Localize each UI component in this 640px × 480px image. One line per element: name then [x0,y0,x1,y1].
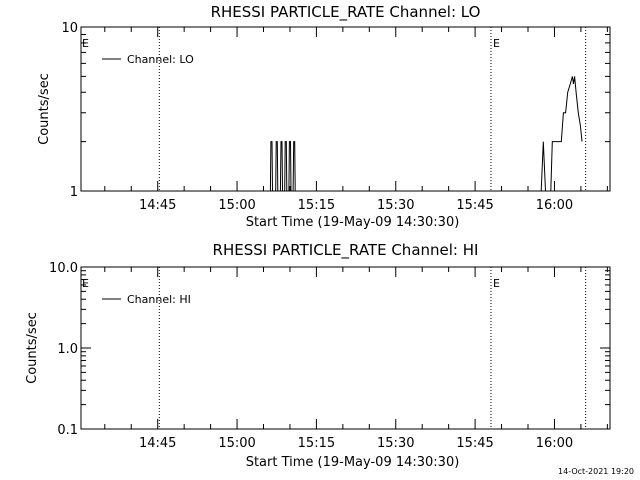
left-event-marker: E [82,37,89,50]
x-tick-label: 16:00 [536,436,573,451]
chart-panel-1: RHESSI PARTICLE_RATE Channel: LO 1 10 Count… [37,3,611,230]
x-tick-label: 15:15 [298,198,335,213]
left-event-marker: E [82,277,89,290]
chart-panel-2: RHESSI PARTICLE_RATE Channel: HI 0.1 1.0 10… [25,241,611,470]
x-tick-label: 15:45 [456,198,493,213]
x-tick-label: 15:30 [377,436,414,451]
event-marker: E [493,37,500,50]
x-tick-label: 14:45 [139,436,176,451]
y-tick-label: 0.1 [57,423,78,438]
x-tick-label: 15:00 [218,198,255,213]
plot-frame [80,26,611,192]
y-tick-label: 1.0 [57,342,78,357]
y-axis-label: Counts/sec [37,73,52,145]
chart-title: RHESSI PARTICLE_RATE Channel: HI [213,241,479,260]
x-tick-label: 14:45 [139,198,176,213]
series-line [81,76,583,192]
y-tick-label: 1 [70,185,78,200]
y-axis-label: Counts/sec [25,312,40,384]
x-axis-label: Start Time (19-May-09 14:30:30) [246,215,460,230]
y-tick-label: 10.0 [49,261,78,276]
plot-timestamp: 14-Oct-2021 19:20 [558,467,634,476]
x-tick-label: 16:00 [536,198,573,213]
plot-frame [80,266,611,430]
legend-label: Channel: HI [127,293,191,306]
y-tick-label: 10 [61,21,78,36]
legend-label: Channel: LO [127,53,194,66]
x-tick-label: 15:15 [298,436,335,451]
x-tick-label: 15:45 [456,436,493,451]
x-axis-label: Start Time (19-May-09 14:30:30) [246,455,460,470]
event-marker: E [493,277,500,290]
x-tick-label: 15:30 [377,198,414,213]
x-tick-label: 15:00 [218,436,255,451]
chart-title: RHESSI PARTICLE_RATE Channel: LO [211,3,481,22]
